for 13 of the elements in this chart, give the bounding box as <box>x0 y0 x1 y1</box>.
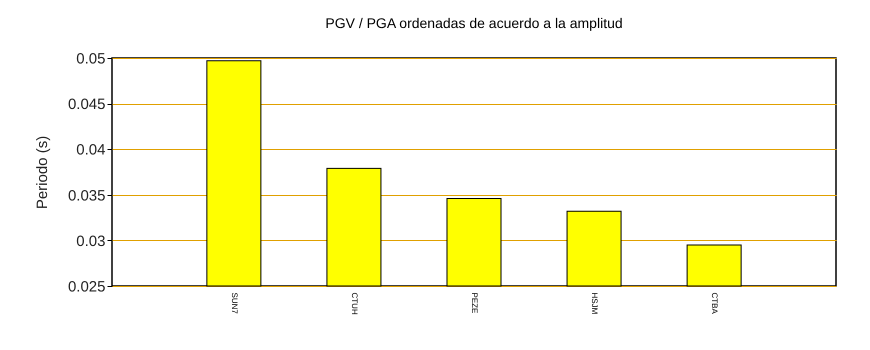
chart-title: PGV / PGA ordenadas de acuerdo a la amplitud <box>325 15 623 31</box>
y-tick-label: 0.05 <box>76 50 106 68</box>
x-tick-label: PEZE <box>470 292 479 314</box>
y-tick-label: 0.03 <box>76 232 106 250</box>
x-tick-label: HSJM <box>590 292 600 315</box>
y-axis-title: Periodo (s) <box>34 136 51 210</box>
y-tick-label: 0.045 <box>68 96 106 114</box>
x-tick-label: CTBA <box>710 292 720 314</box>
x-tick-label: SUN7 <box>230 292 239 314</box>
x-tick-label: CTUH <box>350 292 359 315</box>
y-tick-label: 0.04 <box>76 142 106 159</box>
y-tick-label: 0.035 <box>68 187 106 204</box>
y-tick-label: 0.025 <box>68 278 106 296</box>
